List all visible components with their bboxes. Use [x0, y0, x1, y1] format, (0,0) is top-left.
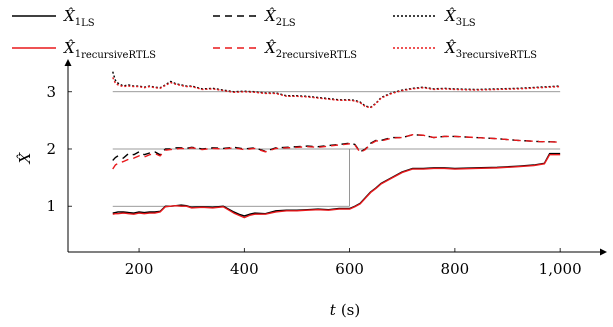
y-tick-label: 1: [46, 197, 56, 215]
y-axis-arrow: [64, 59, 72, 66]
legend-label-2-recursivertls: X̂2recursiveRTLS: [264, 39, 357, 61]
x-tick-label: 200: [125, 260, 154, 278]
y-tick-label: 3: [46, 83, 56, 101]
legend-label-3-recursivertls: X̂3recursiveRTLS: [444, 39, 537, 61]
x-axis-label-unit: (s): [341, 301, 360, 319]
y-axis-label: X̂: [16, 151, 34, 164]
x-axis-arrow: [600, 248, 607, 256]
x-tick-label: 600: [335, 260, 364, 278]
series-line-3-recursivertls: [112, 77, 561, 109]
x-tick-label: 800: [441, 260, 470, 278]
x-axis-label-var: t: [330, 301, 337, 319]
legend-label-3-ls: X̂3LS: [444, 7, 476, 29]
legend-label-1-ls: X̂1LS: [63, 7, 95, 29]
ticks: 200 400 600 800 1,000 1 2 3: [46, 83, 581, 278]
series-line-1-recursivertls: [112, 154, 561, 219]
x-tick-label: 1,000: [539, 260, 582, 278]
legend: X̂1LS X̂2LS X̂3LS X̂1recursiveRTLS X̂2recurs…: [12, 7, 537, 61]
x-axis-label: t (s): [330, 301, 360, 319]
series-group: [112, 71, 561, 219]
reference-lines: [112, 91, 561, 207]
series-line-3-ls: [112, 71, 561, 108]
x-tick-label: 400: [230, 260, 259, 278]
axes: [64, 59, 607, 256]
legend-label-1-recursivertls: X̂1recursiveRTLS: [63, 39, 156, 61]
y-tick-label: 2: [46, 140, 56, 158]
legend-label-2-ls: X̂2LS: [264, 7, 296, 29]
series-line-2-recursivertls: [112, 133, 561, 170]
